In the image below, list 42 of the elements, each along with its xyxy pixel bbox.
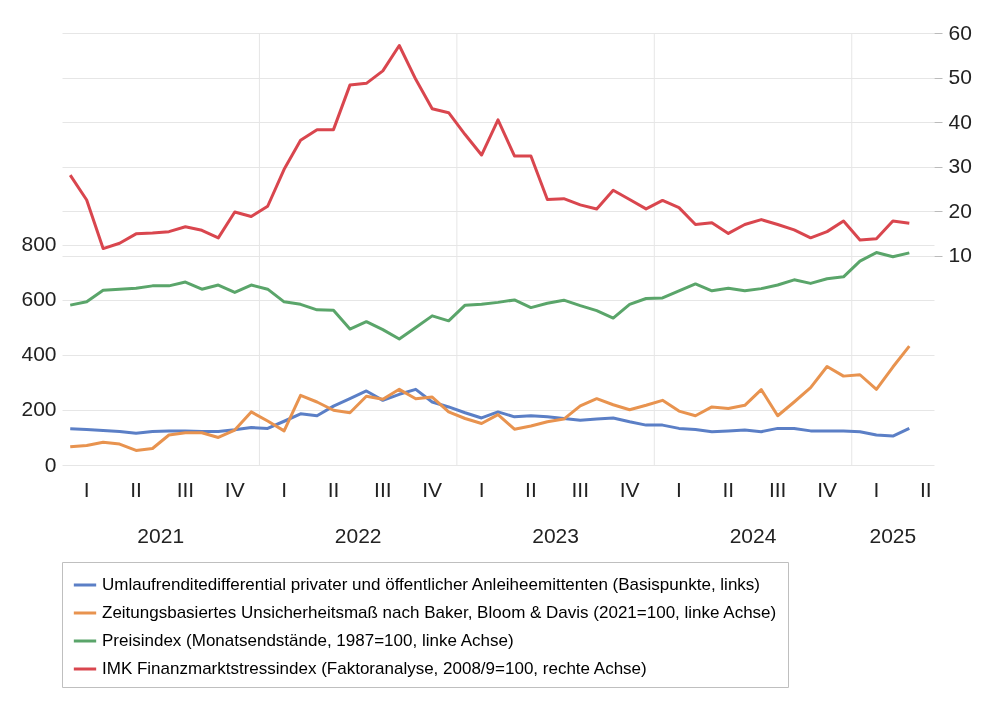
x-tick-label: II (327, 477, 340, 501)
y-tick-label: 200 (21, 397, 57, 421)
x-tick-label: II (525, 477, 537, 501)
x-tick-label: I (83, 477, 90, 501)
line-series (68, 43, 911, 251)
x-tick-label: III (374, 477, 392, 501)
y-tick-label: 600 (21, 287, 57, 311)
x-tick-label: II (722, 477, 735, 501)
line-series (68, 344, 911, 452)
legend-label: Preisindex (Monatsendstände, 1987=100, linke Achse) (102, 631, 514, 650)
x-tick-label: I (281, 477, 288, 501)
text: 2021 (137, 524, 185, 547)
y2-tick-label: 30 (948, 154, 972, 178)
x-tick-label: II (919, 477, 932, 501)
text: 2023 (532, 524, 579, 547)
x-tick-label: I (676, 477, 682, 501)
y2-tick-label: 10 (948, 243, 972, 267)
text: 2022 (334, 524, 382, 547)
x-tick-label: IV (619, 477, 640, 501)
x-tick-label: III (571, 477, 590, 501)
y-tick-label: 800 (21, 232, 57, 256)
y2-tick-label: 20 (948, 198, 972, 222)
x-tick-label: I (478, 477, 485, 501)
y-tick-label: 0 (44, 452, 57, 476)
y-tick-label: 400 (21, 342, 57, 366)
y2-tick-label: 60 (948, 20, 972, 44)
x-tick-label: IV (817, 477, 837, 501)
text: 2024 (729, 524, 777, 547)
y2-tick-label: 40 (948, 109, 972, 133)
x-tick-label: I (873, 477, 880, 501)
line-series (68, 387, 911, 438)
legend-label: Zeitungsbasiertes Unsicherheitsmaß nach Baker, Bloom & Davis (2021=100, linke Achse) (102, 603, 777, 622)
x-tick-label: III (176, 477, 195, 501)
x-tick-label: IV (422, 477, 443, 501)
y2-tick-label: 50 (948, 65, 972, 89)
x-tick-label: IV (224, 477, 245, 501)
x-tick-label: II (130, 477, 142, 501)
legend-label: Umlaufrenditedifferential privater und öffentlicher Anleiheemittenten (Basispunkte, links) (102, 575, 761, 594)
x-tick-label: III (768, 477, 787, 501)
legend-label: IMK Finanzmarktstressindex (Faktoranalyse, 2008/9=100, rechte Achse) (102, 659, 647, 678)
line-series (68, 251, 911, 341)
text: 2025 (869, 524, 917, 547)
